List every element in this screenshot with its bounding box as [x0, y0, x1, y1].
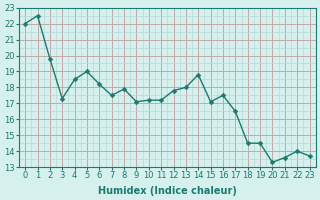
X-axis label: Humidex (Indice chaleur): Humidex (Indice chaleur) — [98, 186, 237, 196]
